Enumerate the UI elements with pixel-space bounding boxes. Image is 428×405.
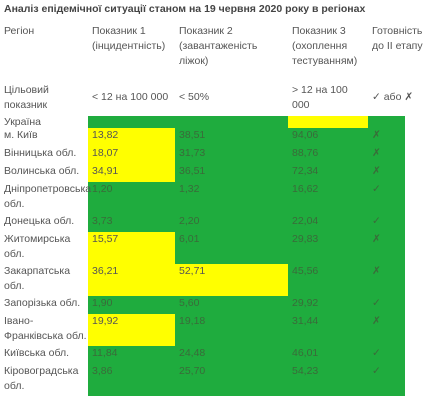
table-row: Вінницька обл. 18,07 31,73 88,76 ✗ [0, 146, 405, 164]
target-text: > 12 на 100 000 [292, 83, 348, 111]
value-cell: 88,76 [288, 146, 368, 164]
value-cell: 15,57 [88, 232, 175, 264]
region-cell: Закарпатська обл. [4, 265, 71, 292]
region-cell: Житомирська обл. [4, 233, 71, 260]
header-cell: Регіон [4, 25, 35, 37]
table-row: Дніпропетровська обл. 1,20 1,32 16,62 ✓ [0, 182, 405, 214]
table-row: м. Київ 13,82 38,51 94,06 ✗ [0, 128, 405, 146]
region-cell: Кіровоградська обл. [4, 365, 79, 392]
value-cell: ✓ [368, 364, 405, 396]
value-cell: 31,73 [175, 146, 288, 164]
region-cell: Дніпропетровська обл. [4, 183, 92, 210]
value-cell: 5,60 [175, 296, 288, 314]
value-cell [88, 116, 175, 128]
value-cell: 6,01 [175, 232, 288, 264]
value-cell: 94,06 [288, 128, 368, 146]
value-cell: 45,56 [288, 264, 368, 296]
value-cell: 11,84 [88, 346, 175, 364]
table-row: Волинська обл. 34,91 36,51 72,34 ✗ [0, 164, 405, 182]
value-cell: 34,91 [88, 164, 175, 182]
header-cell: Готовність до II етапу [368, 20, 423, 79]
value-cell: 29,83 [288, 232, 368, 264]
target-text: Цільовий показник [4, 83, 49, 111]
value-cell: ✗ [368, 164, 405, 182]
table-row: Кіровоградська обл. 3,86 25,70 54,23 ✓ [0, 364, 405, 396]
target-cell: < 12 на 100 000 [88, 79, 175, 116]
header-text: Готовність до II етапу [372, 25, 423, 52]
value-cell: 72,34 [288, 164, 368, 182]
target-cell: > 12 на 100 000 [288, 79, 368, 116]
value-cell: 36,51 [175, 164, 288, 182]
value-cell: 3,73 [88, 214, 175, 232]
target-cell: ✓ або ✗ [368, 79, 413, 116]
value-cell: ✗ [368, 128, 405, 146]
header-cell: Показник 1 (інцидентність) [92, 25, 166, 52]
header-row: Регіон Показник 1 (інцидентність) Показн… [0, 20, 423, 79]
value-cell [175, 116, 288, 128]
region-cell: Івано-Франківська обл. [4, 315, 87, 342]
value-cell: 36,21 [88, 264, 175, 296]
value-cell: 18,07 [88, 146, 175, 164]
value-cell: ✗ [368, 264, 405, 296]
region-cell: Запорізька обл. [4, 297, 81, 309]
table-row: Україна [0, 116, 405, 128]
value-cell: ✗ [368, 146, 405, 164]
value-cell: 1,32 [175, 182, 288, 214]
region-cell: Волинська обл. [4, 165, 80, 177]
target-cell: Цільовий показник [0, 79, 88, 116]
value-cell: 16,62 [288, 182, 368, 214]
value-cell [368, 116, 405, 128]
value-cell: 22,04 [288, 214, 368, 232]
value-cell: 38,51 [175, 128, 288, 146]
data-table: Регіон Показник 1 (інцидентність) Показн… [0, 20, 423, 396]
region-cell: Київська обл. [4, 347, 70, 359]
value-cell: 31,44 [288, 314, 368, 346]
value-cell: 29,92 [288, 296, 368, 314]
value-cell: 3,86 [88, 364, 175, 396]
table-row: Житомирська обл. 15,57 6,01 29,83 ✗ [0, 232, 405, 264]
table-row: Київська обл. 11,84 24,48 46,01 ✓ [0, 346, 405, 364]
region-cell: Україна [4, 116, 42, 128]
target-row: Цільовий показник < 12 на 100 000 < 50% > 1… [0, 79, 413, 116]
value-cell [288, 116, 368, 128]
value-cell: 13,82 [88, 128, 175, 146]
value-cell: ✓ [368, 214, 405, 232]
table-row: Закарпатська обл. 36,21 52,71 45,56 ✗ [0, 264, 405, 296]
value-cell: 52,71 [175, 264, 288, 296]
table-body: Цільовий показник < 12 на 100 000 < 50% > 1… [0, 79, 413, 396]
table-row: Івано-Франківська обл. 19,92 19,18 31,44 ✗ [0, 314, 405, 346]
value-cell: 1,20 [88, 182, 175, 214]
table-row: Запорізька обл. 1,90 5,60 29,92 ✓ [0, 296, 405, 314]
region-cell: Донецька обл. [4, 215, 75, 227]
value-cell: 25,70 [175, 364, 288, 396]
value-cell: 46,01 [288, 346, 368, 364]
value-cell: 54,23 [288, 364, 368, 396]
value-cell: 2,20 [175, 214, 288, 232]
value-cell: ✗ [368, 232, 405, 264]
value-cell: ✓ [368, 346, 405, 364]
target-text: < 50% [179, 91, 210, 103]
table-row: Донецька обл. 3,73 2,20 22,04 ✓ [0, 214, 405, 232]
title: Аналіз епідемічної ситуації станом на 19… [4, 3, 366, 15]
region-cell: Вінницька обл. [4, 147, 77, 159]
value-cell: 19,18 [175, 314, 288, 346]
target-text: ✓ або ✗ [372, 91, 414, 103]
value-cell: ✗ [368, 314, 405, 346]
target-text: < 12 на 100 000 [92, 91, 169, 103]
value-cell: 1,90 [88, 296, 175, 314]
value-cell: ✓ [368, 182, 405, 214]
target-cell: < 50% [175, 79, 288, 116]
value-cell: 24,48 [175, 346, 288, 364]
header-cell: Показник 3 (охоплення тестуванням) [292, 25, 358, 67]
value-cell: ✓ [368, 296, 405, 314]
region-cell: м. Київ [4, 129, 38, 141]
value-cell: 19,92 [88, 314, 175, 346]
header-cell: Показник 2 (завантаженість ліжок) [179, 25, 258, 67]
